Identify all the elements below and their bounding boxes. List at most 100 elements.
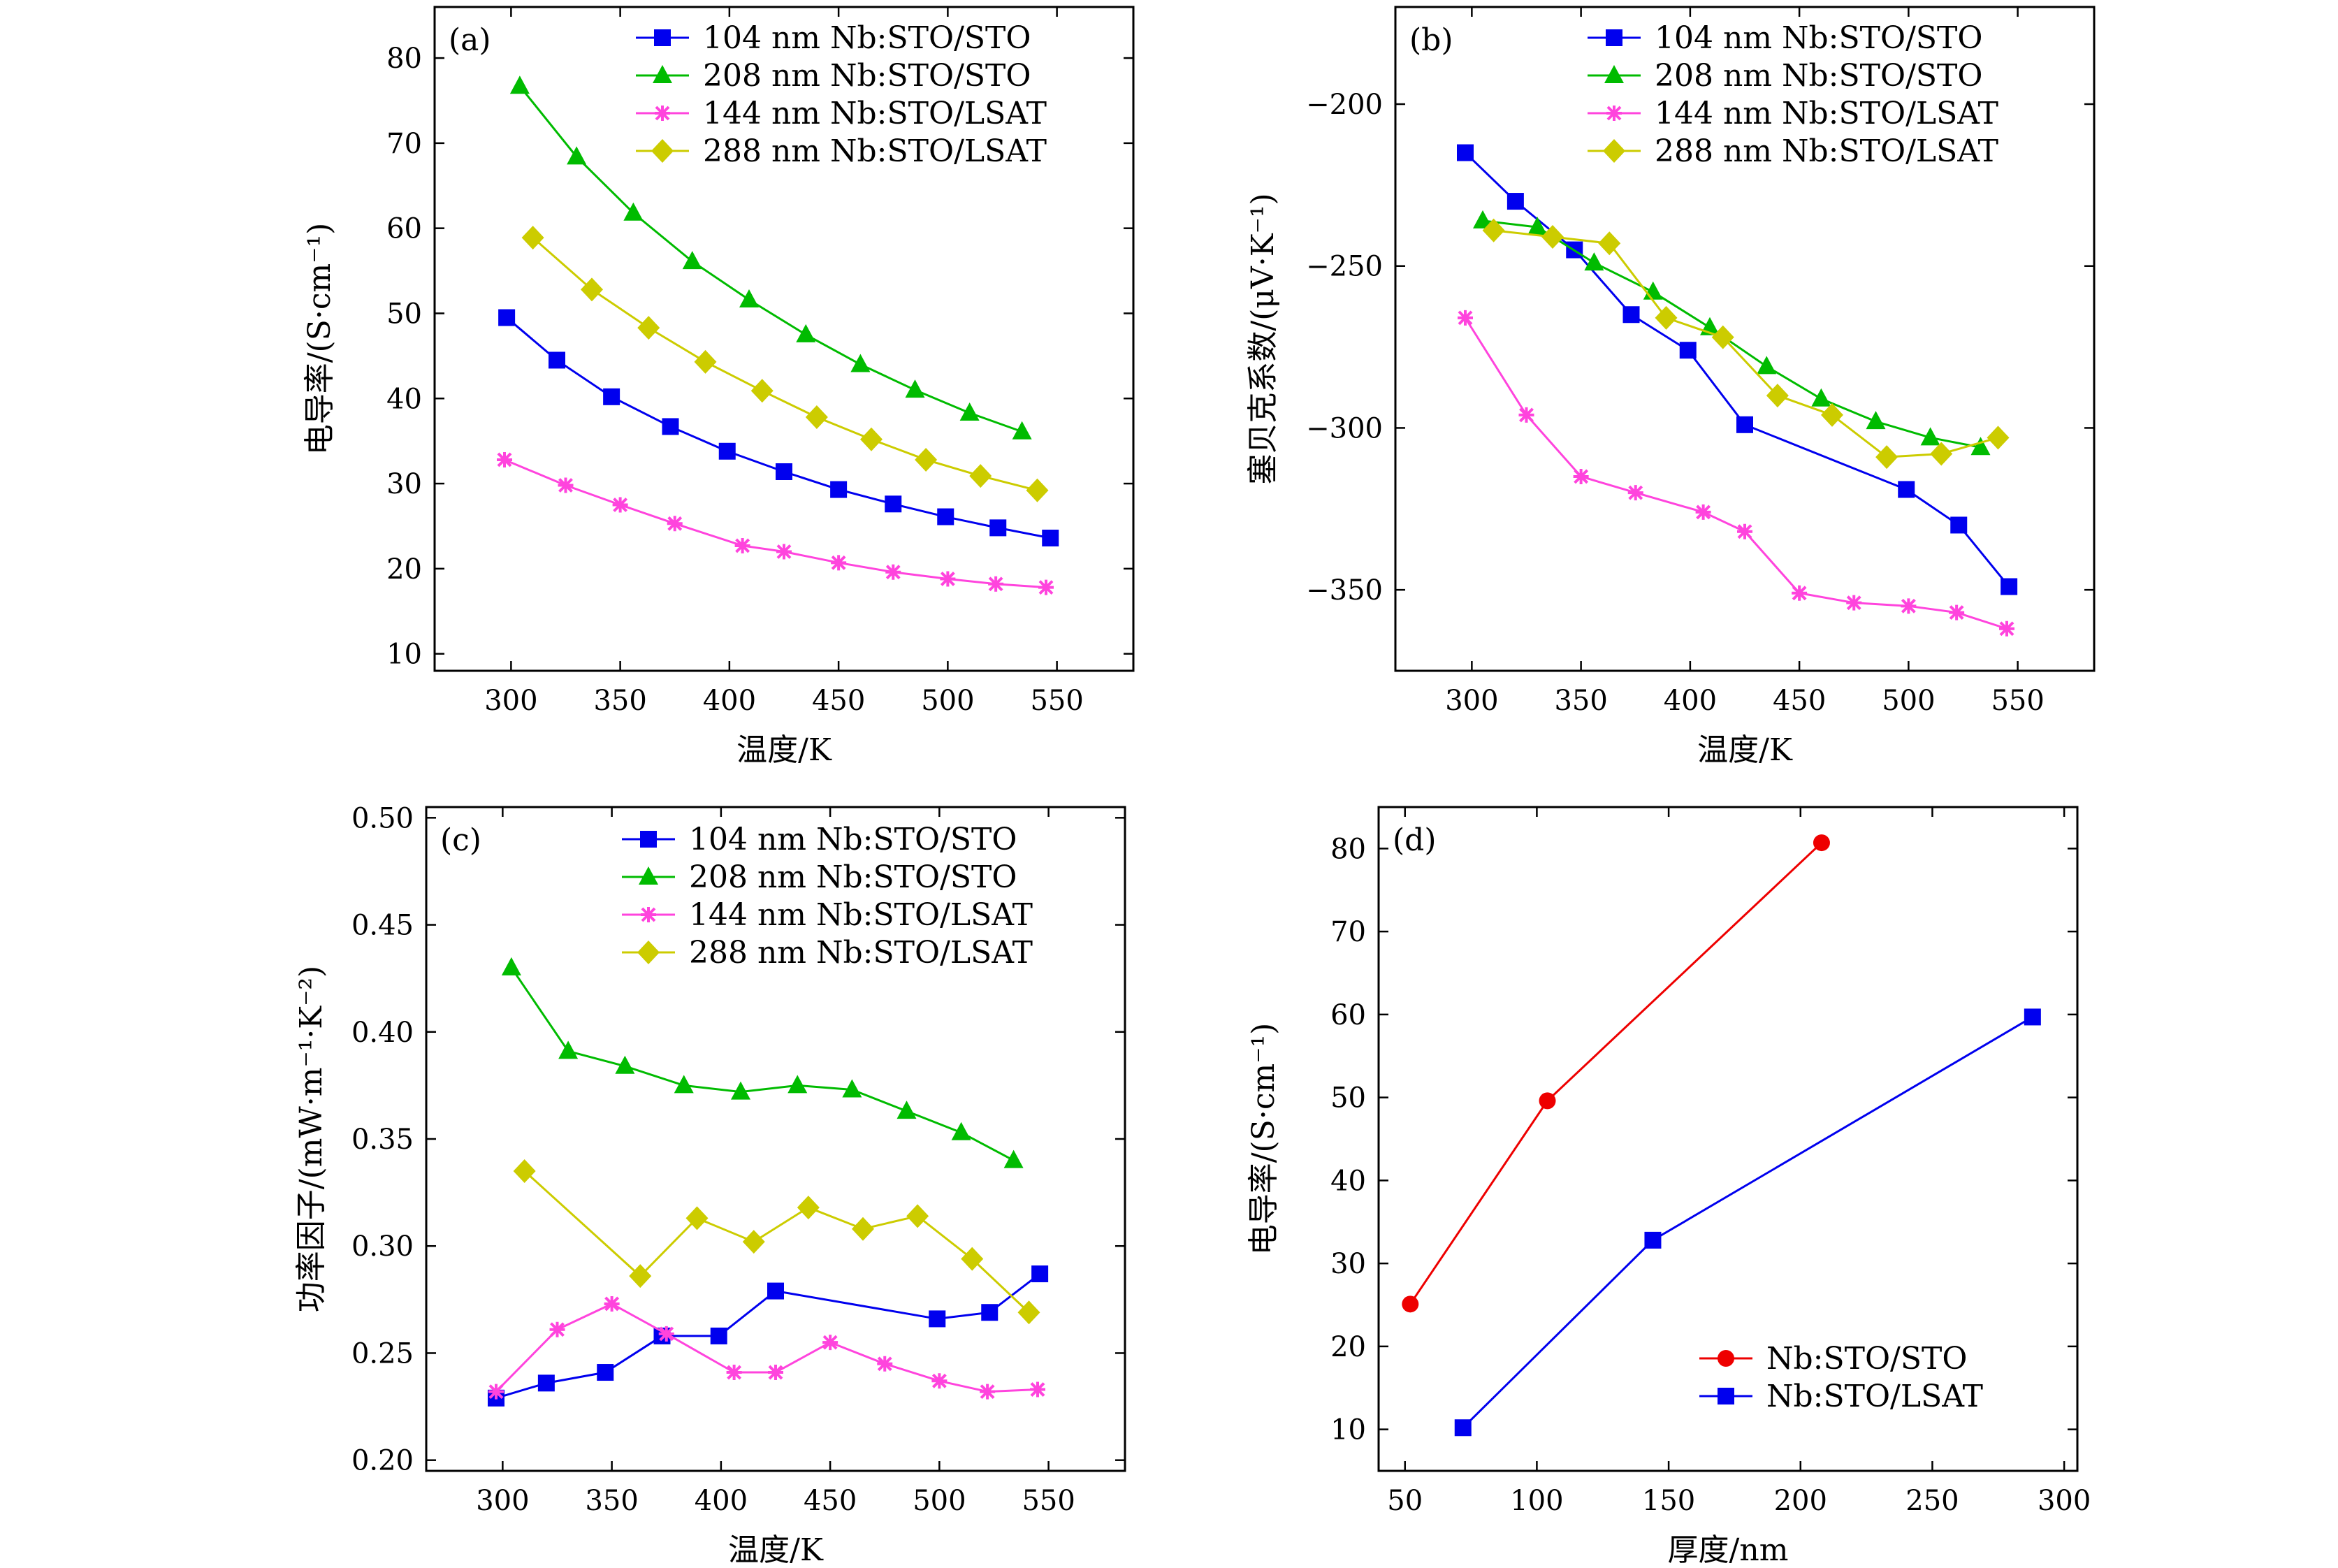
data-point (1949, 604, 1965, 620)
y-tick-label: 0.25 (351, 1337, 414, 1370)
data-point (787, 1075, 808, 1094)
x-tick-label: 100 (1510, 1485, 1563, 1517)
panel-label: (d) (1393, 822, 1437, 858)
x-tick-label: 450 (812, 685, 865, 717)
data-point (1541, 225, 1564, 249)
data-point (1573, 468, 1589, 484)
series-line (504, 458, 1047, 589)
data-point (1813, 834, 1830, 852)
data-point (623, 202, 644, 221)
data-point (1655, 305, 1678, 330)
x-tick-label: 400 (1664, 685, 1717, 717)
x-axis-label: 温度/K (1697, 732, 1793, 768)
x-tick-label: 550 (1030, 685, 1083, 717)
series-line (518, 85, 1023, 433)
data-point (1766, 384, 1789, 408)
data-point (1866, 411, 1886, 430)
data-point (581, 277, 603, 302)
data-point (1012, 421, 1032, 440)
x-tick-label: 300 (484, 685, 537, 717)
panel-label: (c) (440, 822, 481, 858)
x-tick-label: 300 (476, 1485, 529, 1517)
data-point (658, 1326, 674, 1342)
data-point (1875, 445, 1898, 470)
y-tick-label: 50 (1330, 1082, 1366, 1115)
legend-marker (637, 941, 660, 964)
y-tick-label: 20 (386, 553, 422, 586)
legend-marker (640, 831, 657, 848)
data-point (885, 495, 902, 513)
data-point (1026, 478, 1049, 502)
y-tick-label: 0.50 (351, 802, 414, 834)
series-208-nm-nb-sto-sto (501, 957, 1024, 1168)
data-point (694, 349, 717, 374)
data-point (1898, 481, 1915, 498)
data-point (969, 464, 992, 488)
data-point (1458, 310, 1473, 326)
x-tick-label: 500 (913, 1485, 966, 1517)
data-point (488, 1384, 504, 1400)
y-tick-label: −300 (1306, 412, 1383, 444)
x-tick-label: 300 (1445, 685, 1498, 717)
legend-marker (653, 65, 672, 83)
data-point (1042, 530, 1059, 546)
data-point (860, 427, 883, 451)
x-tick-label: 500 (921, 685, 974, 717)
data-point (498, 309, 516, 326)
data-point (980, 1384, 996, 1400)
y-tick-label: 40 (386, 383, 422, 415)
data-point (2024, 1008, 2041, 1026)
data-point (1527, 217, 1548, 235)
y-tick-label: 20 (1330, 1331, 1366, 1363)
series-208-nm-nb-sto-sto (509, 75, 1032, 440)
data-point (718, 442, 736, 460)
y-tick-label: 60 (386, 213, 422, 245)
data-point (739, 289, 759, 307)
x-tick-label: 250 (1905, 1485, 1959, 1517)
legend-label: Nb:STO/LSAT (1766, 1379, 1983, 1414)
data-point (931, 1373, 947, 1389)
data-point (567, 146, 587, 165)
data-point (603, 388, 620, 405)
data-point (1584, 252, 1604, 271)
data-point (937, 508, 954, 525)
y-tick-label: 70 (1330, 916, 1366, 948)
legend-label: 104 nm Nb:STO/STO (1655, 20, 1982, 56)
legend-marker (1604, 65, 1624, 83)
data-point (959, 402, 980, 421)
data-point (612, 497, 628, 513)
y-tick-label: 80 (386, 43, 422, 75)
data-point (776, 463, 792, 480)
y-tick-label: 0.45 (351, 910, 414, 942)
y-tick-label: 0.35 (351, 1124, 414, 1156)
data-point (1518, 407, 1534, 423)
series-nb-sto-sto (1402, 834, 1830, 1313)
y-tick-label: 30 (1330, 1248, 1366, 1280)
y-tick-label: 50 (386, 298, 422, 330)
panel-label: (a) (449, 22, 491, 58)
data-point (1987, 426, 2010, 450)
legend-marker (1718, 1350, 1734, 1367)
x-axis-label: 温度/K (736, 732, 832, 768)
data-point (915, 447, 938, 472)
data-point (1757, 356, 1777, 375)
data-point (682, 251, 702, 270)
y-tick-label: 60 (1330, 999, 1366, 1031)
chart-panel-a: 300 350 400 450 500 550 10 20 30 40 50 60 70 80 温度/K 电导… (302, 6, 1135, 768)
legend-label: 208 nm Nb:STO/STO (703, 58, 1031, 94)
data-point (667, 516, 683, 532)
data-point (1038, 579, 1054, 595)
y-tick-label: 0.40 (351, 1017, 414, 1049)
data-point (1846, 595, 1862, 611)
data-point (1454, 1419, 1472, 1437)
y-axis-label: 功率因子/(mW·m⁻¹·K⁻²) (293, 966, 329, 1312)
data-point (731, 1081, 750, 1100)
data-point (1506, 193, 1524, 210)
x-tick-label: 450 (804, 1485, 857, 1517)
x-tick-label: 350 (593, 685, 646, 717)
y-tick-label: 0.30 (351, 1231, 414, 1263)
